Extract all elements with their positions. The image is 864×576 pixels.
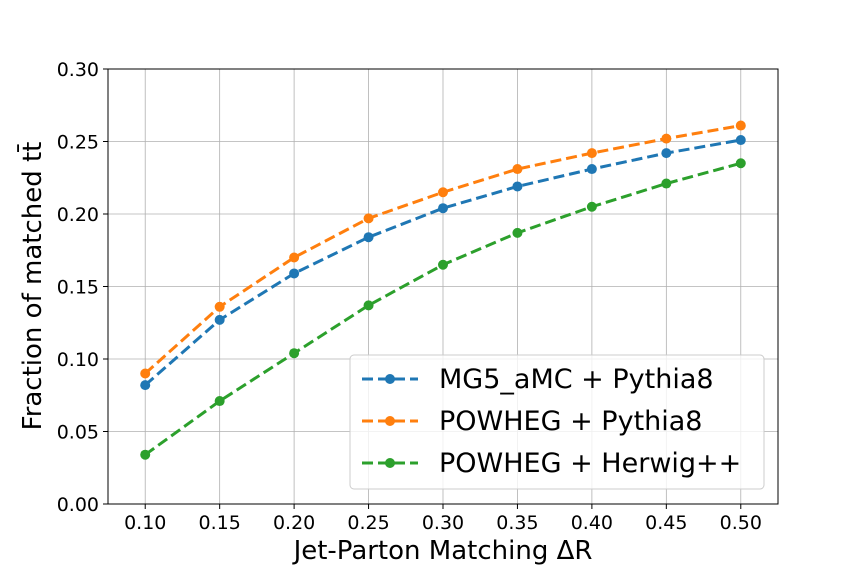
x-tick-label: 0.10 <box>124 512 166 534</box>
x-tick-label: 0.25 <box>347 512 389 534</box>
data-point <box>586 148 597 159</box>
x-tick-label: 0.50 <box>720 512 762 534</box>
data-point <box>140 449 151 460</box>
data-point <box>661 133 672 144</box>
legend-label: MG5_aMC + Pythia8 <box>439 364 714 395</box>
data-point <box>586 201 597 212</box>
data-point <box>438 187 448 198</box>
legend-marker <box>385 374 395 384</box>
data-point <box>214 314 225 325</box>
series-2 <box>140 120 746 379</box>
data-point <box>735 158 746 169</box>
x-axis-title: Jet-Parton Matching ΔR <box>292 536 593 566</box>
x-tick-label: 0.20 <box>273 512 315 534</box>
legend-label: POWHEG + Pythia8 <box>439 406 703 437</box>
data-point <box>363 300 374 311</box>
series-1 <box>140 135 746 391</box>
y-tick-label: 0.20 <box>57 204 99 226</box>
data-point <box>289 268 300 279</box>
data-point <box>363 232 374 243</box>
data-point <box>512 227 523 238</box>
x-tick-label: 0.15 <box>199 512 241 534</box>
data-point <box>214 396 225 407</box>
y-axis: 0.00 0.05 0.10 0.15 0.20 0.25 0.30 <box>57 59 108 516</box>
y-tick-label: 0.30 <box>57 59 99 81</box>
legend-box <box>349 354 765 490</box>
series-3 <box>140 158 746 460</box>
data-point <box>289 348 300 359</box>
legend-marker <box>385 416 395 426</box>
y-tick-label: 0.00 <box>57 494 99 516</box>
legend-marker <box>385 458 395 468</box>
y-tick-label: 0.10 <box>57 349 99 371</box>
data-point <box>214 301 225 312</box>
data-point <box>512 181 523 192</box>
data-point <box>140 368 151 379</box>
data-point <box>289 252 300 263</box>
x-tick-label: 0.30 <box>422 512 464 534</box>
legend-label: POWHEG + Herwig++ <box>439 448 741 479</box>
y-tick-label: 0.05 <box>57 422 99 444</box>
legend-item: MG5_aMC + Pythia8 <box>362 364 714 395</box>
data-point <box>586 164 597 175</box>
x-tick-label: 0.35 <box>496 512 538 534</box>
data-point <box>661 178 672 189</box>
legend-item: POWHEG + Herwig++ <box>362 448 741 479</box>
grid <box>108 68 778 505</box>
x-axis: 0.10 0.15 0.20 0.25 0.30 0.35 0.40 0.45 0.50 <box>124 504 762 534</box>
series-line <box>144 138 742 387</box>
y-tick-label: 0.15 <box>57 277 99 299</box>
data-point <box>512 164 523 175</box>
legend-item: POWHEG + Pythia8 <box>362 406 703 437</box>
y-axis-title: Fraction of matched tt̄ <box>16 142 48 431</box>
data-point <box>363 213 374 224</box>
data-point <box>140 380 151 391</box>
x-tick-label: 0.45 <box>645 512 687 534</box>
legend: MG5_aMC + Pythia8 POWHEG + Pythia8 POWHEG … <box>349 354 765 490</box>
series-group <box>140 120 746 460</box>
y-tick-label: 0.25 <box>57 132 99 154</box>
data-point <box>438 203 448 214</box>
data-point <box>438 259 448 270</box>
x-tick-label: 0.40 <box>571 512 613 534</box>
data-point <box>735 135 746 146</box>
data-point <box>661 148 672 159</box>
data-point <box>735 120 746 131</box>
